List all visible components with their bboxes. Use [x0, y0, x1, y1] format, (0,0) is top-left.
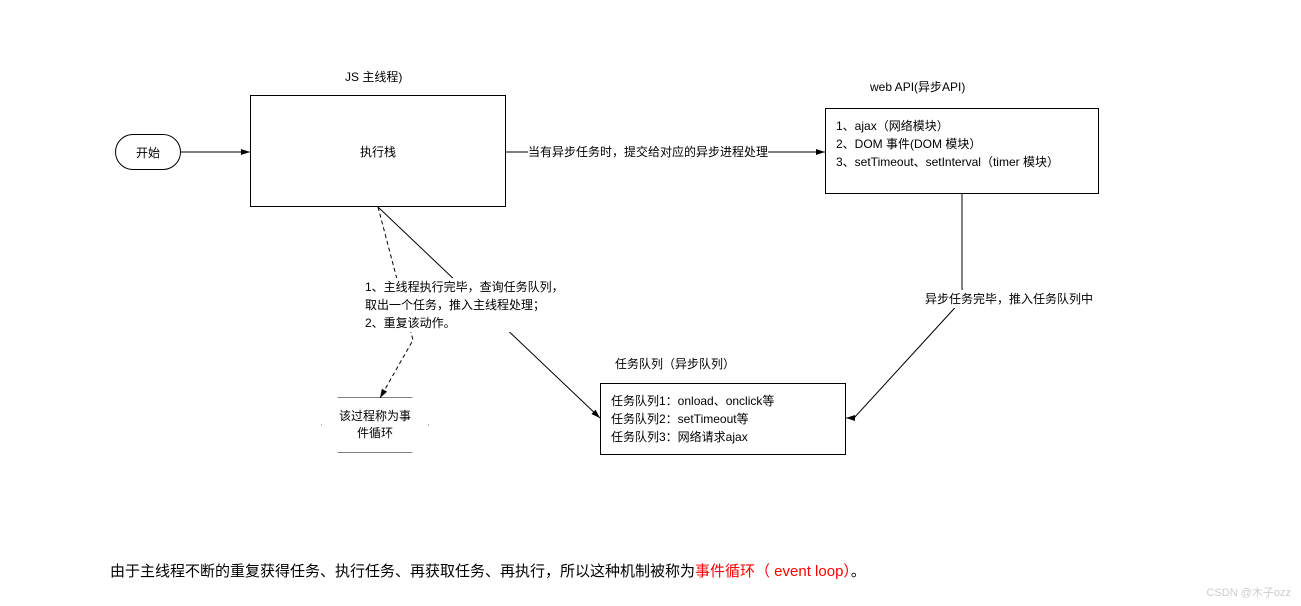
edge-label-exec-queue: 1、主线程执行完毕，查询任务队列， 取出一个任务，推入主线程处理； 2、重复该动… [365, 278, 564, 332]
web-api-line-1: 1、ajax（网络模块） [836, 117, 1088, 135]
task-queue-line-1: 任务队列1：onload、onclick等 [611, 392, 835, 410]
task-queue-line-2: 任务队列2：setTimeout等 [611, 410, 835, 428]
hex-line-2: 件循环 [339, 425, 411, 442]
web-api-line-3: 3、setTimeout、setInterval（timer 模块） [836, 153, 1088, 171]
exec-stack-node: 执行栈 [250, 95, 506, 207]
bottom-prefix: 由于主线程不断的重复获得任务、执行任务、再获取任务、再执行，所以这种机制被称为 [110, 563, 695, 580]
exec-stack-label: 执行栈 [360, 143, 396, 160]
bottom-text: 由于主线程不断的重复获得任务、执行任务、再获取任务、再执行，所以这种机制被称为事… [110, 560, 866, 581]
watermark: CSDN @木子ozz [1206, 584, 1291, 600]
hex-line-1: 该过程称为事 [339, 408, 411, 425]
edge-label-exec-queue-line2: 取出一个任务，推入主线程处理； [365, 296, 564, 314]
edge-label-exec-queue-line1: 1、主线程执行完毕，查询任务队列， [365, 278, 564, 296]
edge-label-exec-queue-line3: 2、重复该动作。 [365, 314, 564, 332]
bottom-highlight: 事件循环（ event loop） [695, 563, 851, 580]
diagram-area: 开始 JS 主线程) 执行栈 web API(异步API) 1、ajax（网络模… [0, 0, 1301, 530]
web-api-title: web API(异步API) [870, 78, 965, 95]
task-queue-node: 任务队列1：onload、onclick等 任务队列2：setTimeout等 … [600, 383, 846, 455]
task-queue-line-3: 任务队列3：网络请求ajax [611, 428, 835, 446]
edge-label-webapi-queue: 异步任务完毕，推入任务队列中 [925, 290, 1093, 308]
web-api-line-2: 2、DOM 事件(DOM 模块） [836, 135, 1088, 153]
exec-stack-title: JS 主线程) [345, 68, 402, 85]
start-node: 开始 [115, 134, 181, 170]
start-label: 开始 [136, 144, 160, 161]
web-api-node: 1、ajax（网络模块） 2、DOM 事件(DOM 模块） 3、setTimeo… [825, 108, 1099, 194]
task-queue-title: 任务队列（异步队列） [615, 355, 735, 372]
hex-loop-node: 该过程称为事 件循环 [322, 398, 428, 452]
bottom-suffix: 。 [851, 563, 866, 580]
edge-label-exec-webapi: 当有异步任务时，提交给对应的异步进程处理 [528, 143, 768, 161]
